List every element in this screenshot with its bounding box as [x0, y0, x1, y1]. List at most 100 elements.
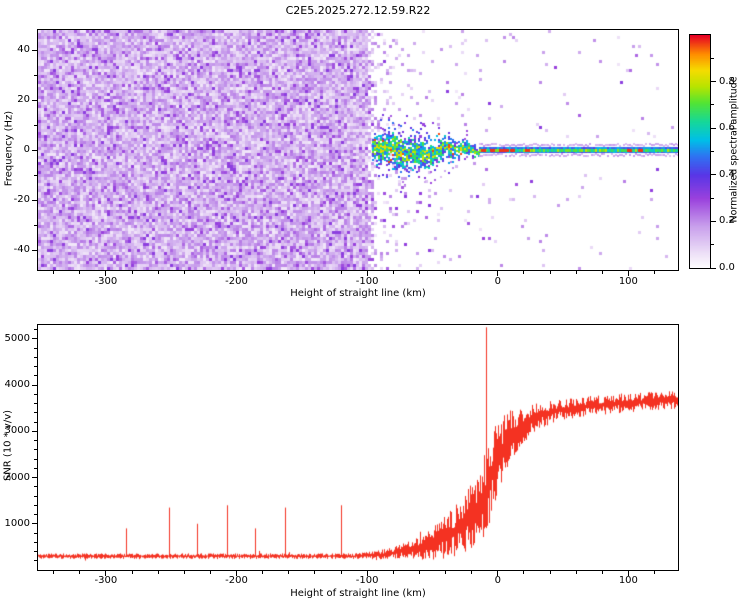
y-tick-mark — [32, 523, 37, 525]
y-tick-mark — [32, 99, 37, 101]
y-tick-label: 2000 — [4, 471, 30, 483]
x-minor-tick-mark — [471, 271, 473, 274]
x-minor-tick-mark — [131, 271, 133, 274]
y-minor-tick-mark — [34, 449, 37, 451]
y-minor-tick-mark — [34, 329, 37, 331]
y-minor-tick-mark — [34, 495, 37, 497]
x-tick-mark — [236, 571, 238, 576]
x-tick-label: -300 — [94, 276, 118, 287]
x-minor-tick-mark — [392, 571, 394, 574]
x-minor-tick-mark — [653, 571, 655, 574]
colorbar-tick-mark — [711, 127, 716, 129]
x-tick-label: -200 — [225, 575, 248, 586]
y-minor-tick-mark — [34, 124, 37, 126]
y-minor-tick-mark — [34, 412, 37, 414]
x-minor-tick-mark — [288, 571, 290, 574]
x-minor-tick-mark — [131, 571, 133, 574]
spectrogram-xlabel: Height of straight line (km) — [290, 288, 426, 299]
y-minor-tick-mark — [34, 356, 37, 358]
colorbar-tick-label: 0.6 — [719, 122, 735, 134]
x-minor-tick-mark — [314, 271, 316, 274]
x-minor-tick-mark — [262, 571, 264, 574]
colorbar-tick-label: 0.0 — [719, 262, 735, 273]
x-tick-mark — [627, 571, 629, 576]
x-tick-label: -100 — [355, 276, 379, 287]
x-minor-tick-mark — [157, 571, 159, 574]
x-minor-tick-mark — [445, 271, 446, 274]
x-minor-tick-mark — [262, 271, 264, 274]
snr-ylabel: SNR (10 * v/v) — [2, 409, 14, 482]
x-tick-label: -100 — [355, 575, 379, 586]
colorbar-gradient — [690, 35, 710, 268]
x-minor-tick-mark — [549, 571, 551, 574]
colorbar-minor-tick-mark — [711, 197, 714, 199]
x-minor-tick-mark — [392, 271, 394, 274]
y-tick-mark — [32, 384, 37, 386]
x-minor-tick-mark — [288, 271, 290, 274]
x-tick-mark — [497, 271, 499, 276]
y-minor-tick-mark — [34, 421, 37, 423]
x-minor-tick-mark — [157, 271, 159, 274]
y-minor-tick-mark — [34, 174, 37, 176]
x-minor-tick-mark — [575, 571, 577, 574]
x-tick-label: 100 — [618, 575, 638, 586]
y-minor-tick-mark — [34, 541, 37, 543]
y-minor-tick-mark — [34, 504, 37, 506]
x-minor-tick-mark — [601, 571, 603, 574]
x-tick-mark — [627, 271, 629, 276]
colorbar-tick-mark — [711, 220, 716, 222]
x-minor-tick-mark — [575, 271, 577, 274]
y-tick-mark — [32, 149, 37, 151]
x-minor-tick-mark — [340, 571, 342, 574]
x-tick-mark — [105, 571, 107, 576]
x-minor-tick-mark — [53, 571, 55, 574]
spectrogram-canvas — [38, 30, 678, 270]
y-minor-tick-mark — [34, 403, 37, 405]
x-minor-tick-mark — [418, 571, 420, 574]
y-tick-label: -20 — [13, 194, 30, 205]
y-minor-tick-mark — [34, 74, 37, 76]
y-minor-tick-mark — [34, 224, 37, 226]
y-tick-mark — [32, 49, 37, 51]
x-tick-mark — [236, 271, 238, 276]
colorbar-tick-label: 0.4 — [719, 168, 735, 180]
x-tick-label: -200 — [225, 276, 248, 287]
x-tick-label: -300 — [94, 575, 118, 586]
x-minor-tick-mark — [549, 271, 551, 274]
y-minor-tick-mark — [34, 551, 37, 552]
x-tick-mark — [105, 271, 107, 276]
x-tick-label: 100 — [618, 276, 638, 287]
colorbar-minor-tick-mark — [711, 104, 714, 106]
x-minor-tick-mark — [209, 571, 211, 574]
x-tick-mark — [366, 571, 368, 576]
y-tick-label: 5000 — [4, 332, 30, 344]
y-minor-tick-mark — [34, 393, 37, 395]
y-tick-mark — [32, 199, 37, 201]
snr-canvas — [38, 325, 678, 570]
x-minor-tick-mark — [445, 571, 446, 574]
y-minor-tick-mark — [34, 532, 37, 534]
colorbar-tick-mark — [711, 174, 716, 176]
x-tick-label: 0 — [494, 276, 501, 287]
x-minor-tick-mark — [601, 271, 603, 274]
figure-title: C2E5.2025.272.12.59.R22 — [285, 4, 431, 17]
y-minor-tick-mark — [34, 467, 37, 469]
colorbar-tick-label: 0.2 — [719, 215, 735, 227]
y-tick-mark — [32, 338, 37, 340]
x-tick-label: 0 — [494, 575, 501, 586]
y-tick-label: 1000 — [4, 517, 30, 529]
y-tick-mark — [32, 477, 37, 479]
y-tick-label: 40 — [17, 44, 30, 55]
y-minor-tick-mark — [34, 458, 37, 460]
x-minor-tick-mark — [340, 271, 342, 274]
colorbar-minor-tick-mark — [711, 244, 714, 246]
x-minor-tick-mark — [183, 571, 185, 574]
y-tick-label: 3000 — [4, 425, 30, 437]
y-minor-tick-mark — [34, 347, 37, 349]
x-minor-tick-mark — [653, 271, 655, 274]
x-minor-tick-mark — [53, 271, 55, 274]
x-tick-mark — [497, 571, 499, 576]
x-minor-tick-mark — [523, 271, 525, 274]
x-minor-tick-mark — [523, 571, 525, 574]
